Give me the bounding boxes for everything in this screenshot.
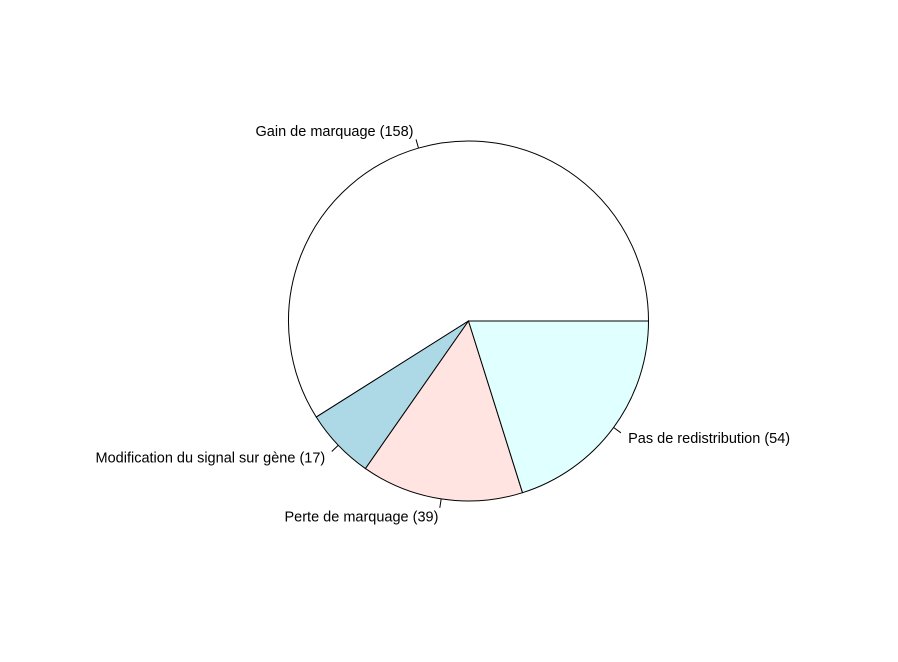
slice-label: Gain de marquage (158) — [256, 124, 414, 140]
slice-labels: Gain de marquage (158) Modification du si… — [96, 124, 791, 526]
pie-slices — [288, 140, 650, 502]
label-tick — [439, 498, 442, 508]
slice-label: Perte de marquage (39) — [284, 510, 438, 526]
label-tick — [613, 427, 622, 434]
slice-label: Modification du signal sur gène (17) — [96, 451, 326, 467]
label-tick — [331, 444, 339, 452]
slice-label: Pas de redistribution (54) — [628, 431, 790, 447]
label-tick — [415, 139, 420, 149]
pie-slice-pas-de-redistribution-54 — [467, 320, 650, 494]
label-ticks — [331, 139, 622, 508]
pie-slice-perte-de-marquage-39 — [364, 319, 524, 502]
